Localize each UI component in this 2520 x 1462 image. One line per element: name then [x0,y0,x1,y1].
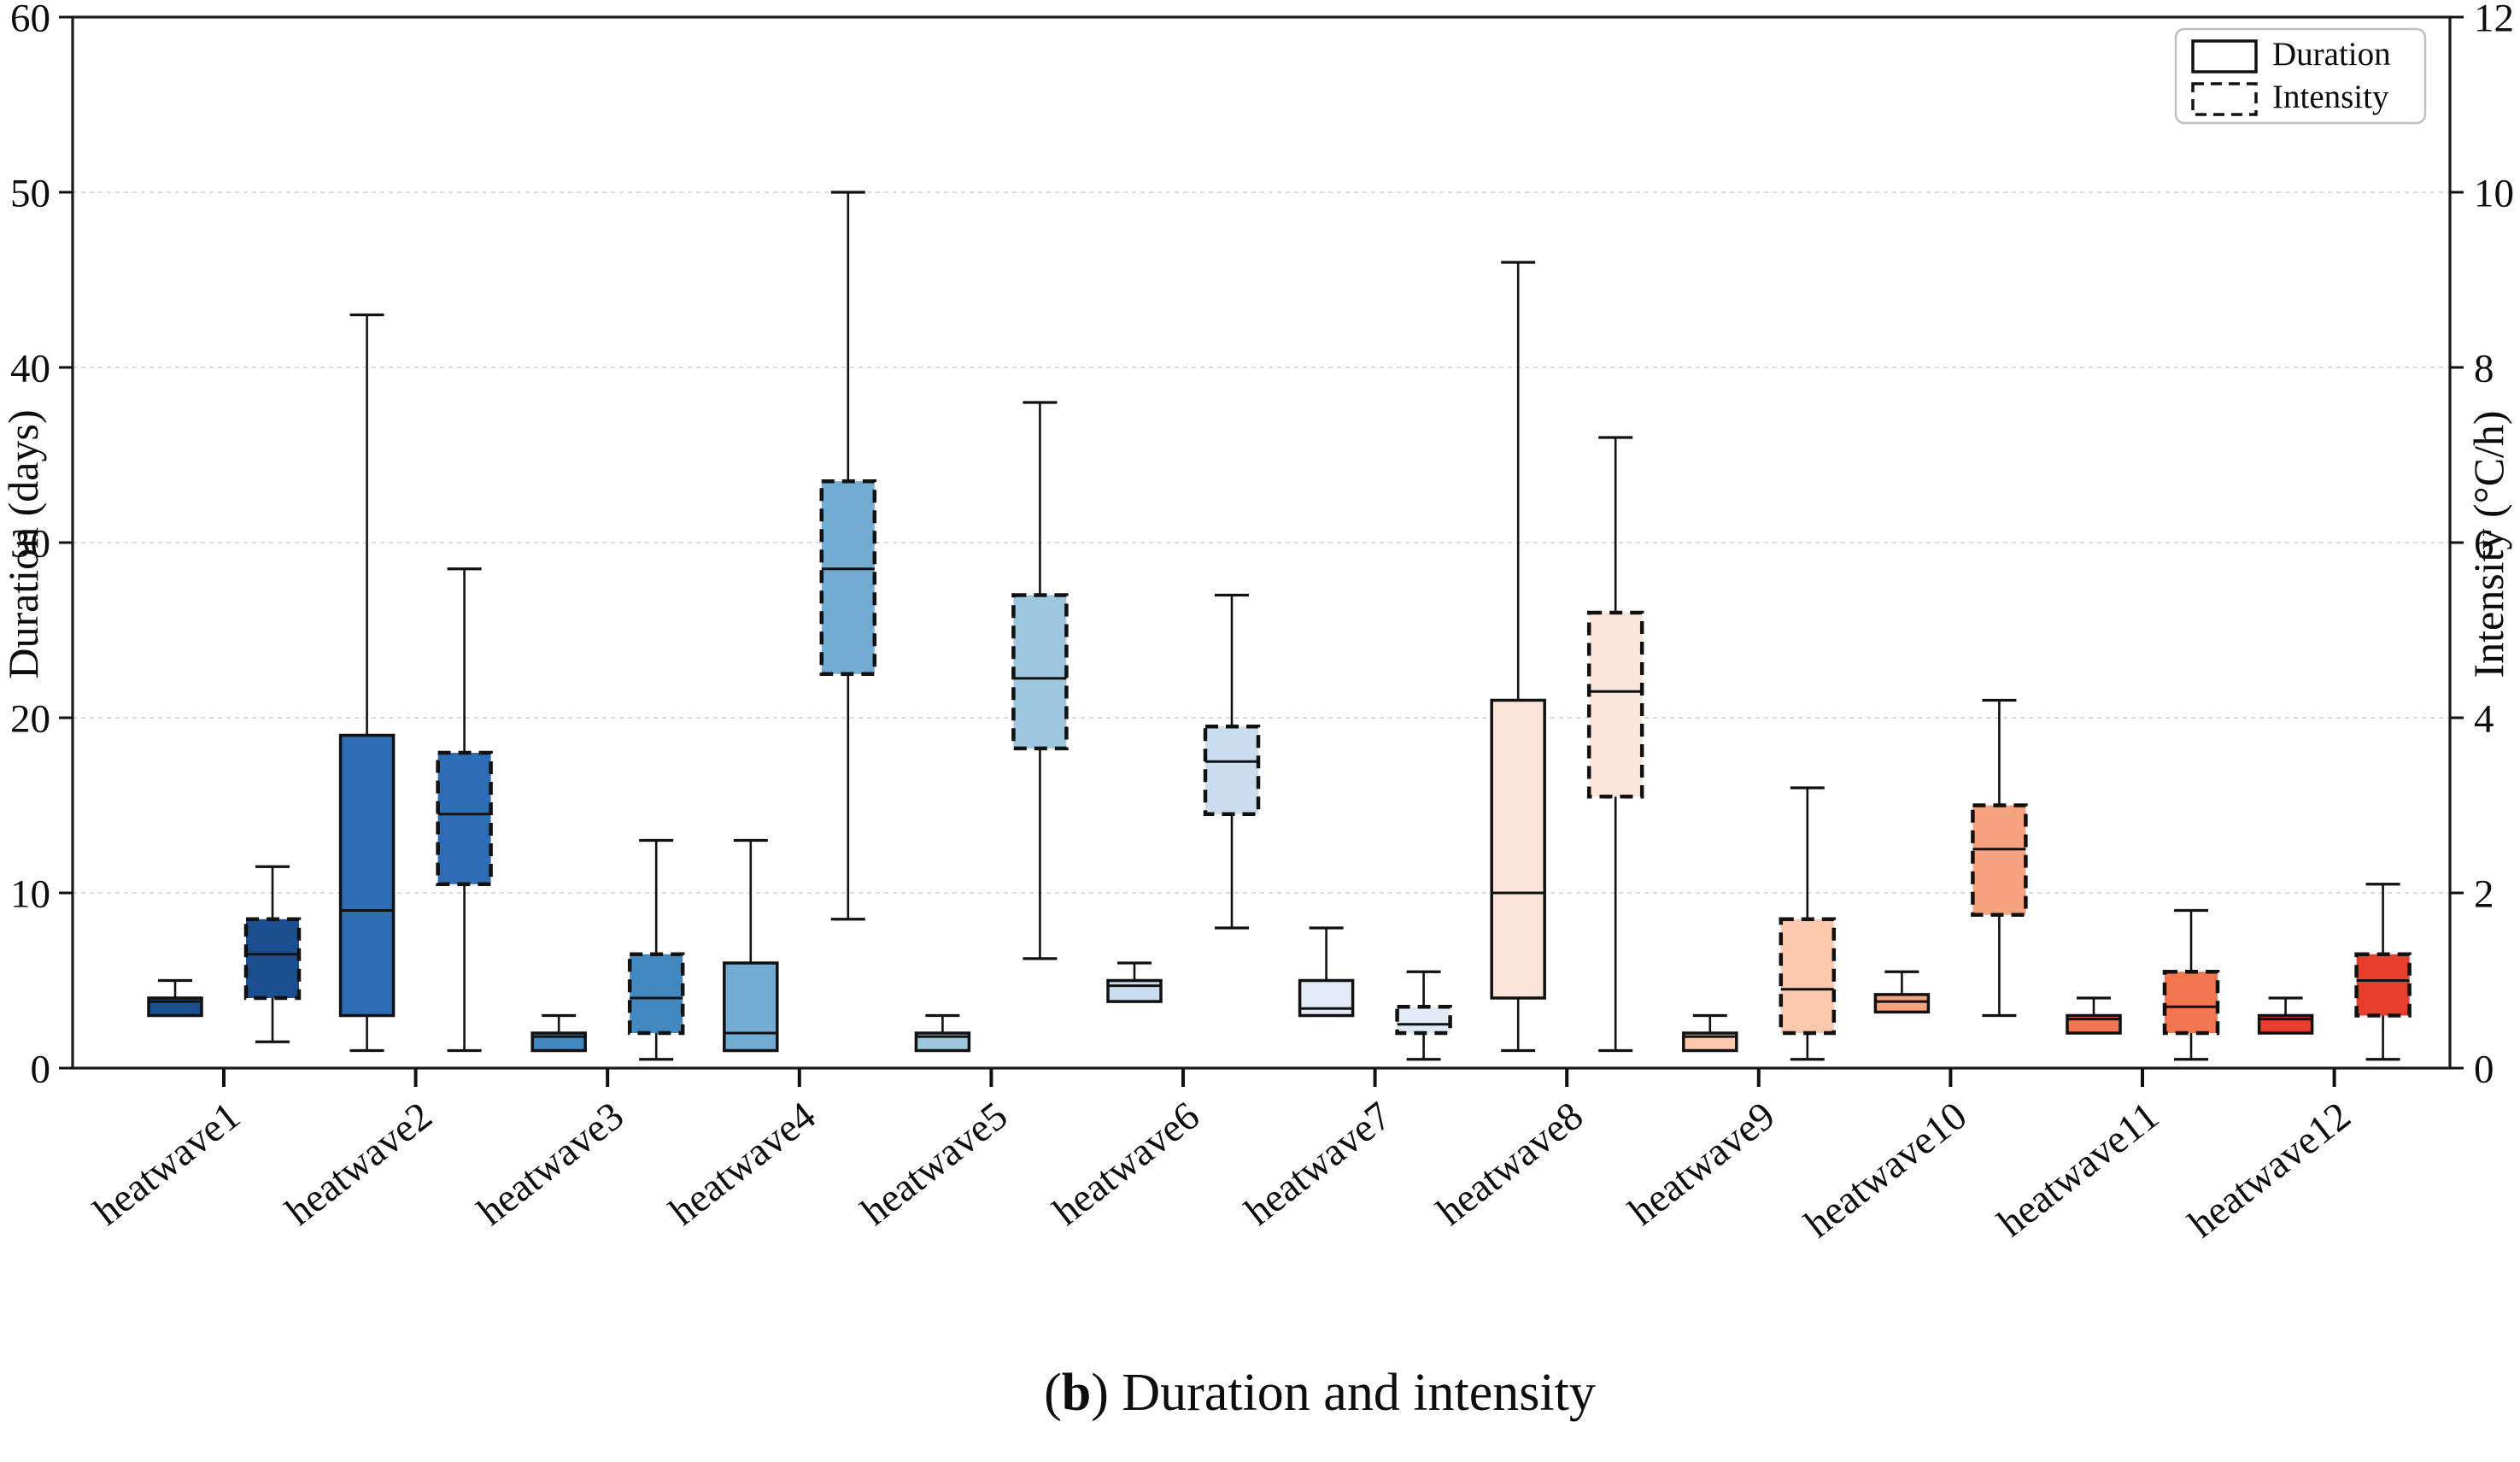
intensity-box-group [243,865,302,1043]
x-tick-label: heatwave11 [1990,1094,2167,1246]
boxpair-heatwave2 [338,313,493,1053]
right-axis-tick-label: 0 [2474,1047,2494,1091]
x-tick-label: heatwave7 [1237,1094,1399,1235]
right-axis-tick-label: 6 [2474,521,2494,566]
boxpair-heatwave11 [2066,908,2220,1061]
left-axis-tick-label: 30 [10,521,50,566]
intensity-box [1586,610,1644,799]
intensity-box [1971,803,2028,917]
left-axis-tick-label: 60 [10,0,50,40]
boxpair-heatwave10 [1873,698,2028,1018]
duration-box-group [1490,261,1546,1053]
intensity-box [1011,593,1069,751]
x-tick-label: heatwave3 [470,1094,632,1235]
right-axis-tick-label: 4 [2474,696,2494,741]
duration-box-group [1682,1013,1738,1053]
x-tick-label: heatwave2 [278,1094,440,1235]
intensity-box [1395,1005,1452,1036]
duration-box-group [1873,970,1931,1014]
intensity-box [2162,970,2220,1036]
intensity-box-group [627,838,685,1061]
duration-box-group [2257,996,2314,1035]
intensity-box-group [1971,698,2028,1018]
intensity-box-group [1586,436,1644,1053]
duration-box-group [338,313,396,1053]
intensity-box-group [1203,593,1261,930]
intensity-box [243,917,302,1001]
duration-box [723,961,779,1053]
intensity-box [627,952,685,1036]
boxpair-heatwave5 [914,401,1069,1053]
boxpair-heatwave1 [147,865,302,1043]
x-tick-label: heatwave9 [1620,1094,1783,1235]
left-axis-tick-label: 40 [10,346,50,390]
legend-intensity-label: Intensity [2272,79,2389,115]
right-axis-tick-label: 2 [2474,872,2494,916]
x-tick-label: heatwave1 [85,1094,248,1235]
x-tick-label: heatwave12 [2180,1094,2359,1247]
intensity-box [1779,917,1837,1036]
right-axis-tick-label: 12 [2474,0,2514,40]
left-axis-tick-label: 50 [10,171,50,215]
intensity-box [819,479,877,676]
boxpair-heatwave6 [1106,593,1261,1003]
right-axis-title: Intensity (°C/h) [2464,410,2512,678]
boxpair-heatwave4 [723,191,877,1053]
caption-prefix: ( [1044,1364,1062,1422]
x-tick-label: heatwave5 [853,1094,1016,1235]
right-axis-tick-label: 10 [2474,171,2514,215]
caption-bold: b [1062,1364,1091,1422]
intensity-box-group [436,567,493,1053]
left-axis-title: Duration (days) [0,409,47,678]
intensity-box-group [819,191,877,921]
duration-box-group [147,978,203,1018]
intensity-box [2354,952,2412,1018]
x-tick-label: heatwave10 [1796,1094,1975,1247]
intensity-box [1203,725,1261,816]
legend-duration-label: Duration [2272,36,2391,73]
intensity-box-group [1011,401,1069,960]
x-tick-label: heatwave4 [661,1094,823,1235]
x-tick-label: heatwave6 [1045,1094,1207,1235]
left-axis-tick-label: 20 [10,696,50,741]
right-axis-tick-label: 8 [2474,346,2494,390]
duration-box-group [530,1013,587,1053]
duration-box [338,733,396,1018]
duration-box-group [723,838,779,1053]
duration-box-group [2066,996,2122,1035]
duration-box-group [914,1013,971,1053]
duration-box-group [1298,926,1355,1018]
left-axis-tick-label: 10 [10,872,50,916]
legend-intensity-swatch [2191,82,2258,116]
legend: Duration Intensity [2174,27,2427,125]
figure-caption: (b) Duration and intensity [1044,1364,1596,1422]
intensity-box-group [1779,786,1837,1061]
boxpair-heatwave9 [1682,786,1837,1061]
left-axis-tick-label: 0 [31,1047,51,1091]
boxpair-heatwave3 [530,838,685,1061]
duration-box [1298,978,1355,1018]
chart-layer: 0 10 20 30 40 50 60 0 2 4 6 8 10 12 heatwave1 heatwave2… [10,0,2514,1247]
intensity-box [436,750,493,886]
caption-suffix: ) Duration and intensity [1091,1364,1596,1422]
duration-box [1490,698,1546,1000]
boxpair-heatwave8 [1490,261,1644,1053]
duration-box [1873,993,1931,1014]
intensity-box-group [1395,970,1452,1061]
intensity-box-group [2162,908,2220,1061]
boxpair-heatwave12 [2257,883,2412,1061]
boxpair-heatwave7 [1298,926,1452,1061]
intensity-box-group [2354,883,2412,1061]
duration-box-group [1106,961,1163,1003]
x-tick-label: heatwave8 [1429,1094,1591,1235]
legend-duration-swatch [2191,39,2258,73]
duration-box [1106,978,1163,1003]
